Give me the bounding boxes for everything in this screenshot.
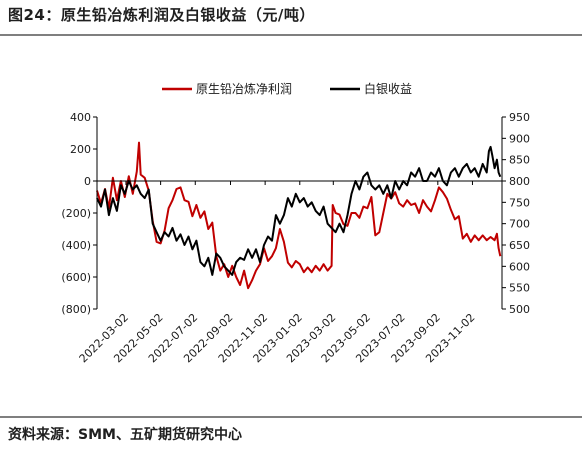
legend: 原生铅冶炼净利润 白银收益: [162, 81, 412, 96]
right-axis-tick-label: 550: [509, 282, 530, 295]
plot-lines: [96, 141, 502, 290]
right-axis-tick-label: 600: [509, 260, 530, 273]
legend-label-1: 原生铅冶炼净利润: [196, 81, 292, 96]
right-axis-tick-label: 950: [509, 111, 530, 124]
right-axis-tick-label: 750: [509, 196, 530, 209]
left-axis-tick-label: (200): [61, 207, 91, 220]
series-line-1: [96, 141, 502, 290]
figure-title: 图24：原生铅冶炼利润及白银收益（元/吨）: [8, 6, 315, 24]
top-rule: [0, 34, 582, 36]
bottom-rule: [0, 416, 582, 418]
left-axis-tick-label: (400): [61, 239, 91, 252]
legend-label-2: 白银收益: [364, 81, 412, 96]
line-chart: 原生铅冶炼净利润 白银收益 400 200 0 (200) (400) (600) (800)…: [61, 81, 530, 365]
right-axis-tick-label: 500: [509, 303, 530, 316]
right-axis-tick-label: 700: [509, 218, 530, 231]
left-axis-tick-label: (600): [61, 271, 91, 284]
series-line-2: [96, 145, 502, 276]
right-axis-tick-label: 650: [509, 239, 530, 252]
source-note: 资料来源：SMM、五矿期货研究中心: [8, 427, 242, 443]
left-axis-tick-label: 200: [70, 143, 91, 156]
left-axis-tick-label: (800): [61, 303, 91, 316]
right-axis-tick-label: 800: [509, 175, 530, 188]
right-axis-tick-label: 900: [509, 132, 530, 145]
left-axis-tick-label: 0: [84, 175, 91, 188]
right-axis-tick-label: 850: [509, 154, 530, 167]
left-axis-tick-label: 400: [70, 111, 91, 124]
axes: 400 200 0 (200) (400) (600) (800) 950 900 850 800 7…: [61, 111, 530, 365]
